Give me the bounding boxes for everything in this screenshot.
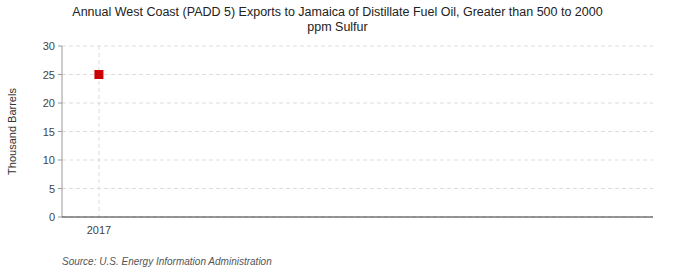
grid — [62, 46, 653, 217]
y-grid-line — [62, 46, 653, 47]
y-tick — [58, 74, 62, 75]
y-tick — [58, 46, 62, 47]
x-tick-label: 2017 — [87, 224, 111, 236]
y-grid-line — [62, 160, 653, 161]
chart-svg: Annual West Coast (PADD 5) Exports to Ja… — [0, 0, 675, 275]
y-tick-label: 5 — [49, 183, 55, 195]
y-tick-label: 15 — [43, 126, 55, 138]
x-axis-line — [62, 217, 653, 218]
points — [95, 71, 103, 79]
chart-container: Annual West Coast (PADD 5) Exports to Ja… — [0, 0, 675, 275]
y-tick — [58, 131, 62, 132]
y-axis-label: Thousand Barrels — [6, 88, 18, 175]
y-grid-line — [62, 188, 653, 189]
y-tick — [58, 217, 62, 218]
y-tick — [58, 160, 62, 161]
y-tick — [58, 188, 62, 189]
y-tick-label: 20 — [43, 97, 55, 109]
y-tick-label: 0 — [49, 211, 55, 223]
source: Source: U.S. Energy Information Administ… — [62, 256, 272, 267]
y-grid-line — [62, 131, 653, 132]
title: Annual West Coast (PADD 5) Exports to Ja… — [72, 5, 602, 34]
y-tick-label: 30 — [43, 40, 55, 52]
y-grid-line — [62, 217, 653, 218]
y-tick-label: 25 — [43, 69, 55, 81]
y-tick — [58, 103, 62, 104]
y-axis-line — [62, 46, 63, 217]
point — [95, 71, 103, 79]
y-grid-line — [62, 103, 653, 104]
y-tick-label: 10 — [43, 154, 55, 166]
y-grid-line — [62, 74, 653, 75]
